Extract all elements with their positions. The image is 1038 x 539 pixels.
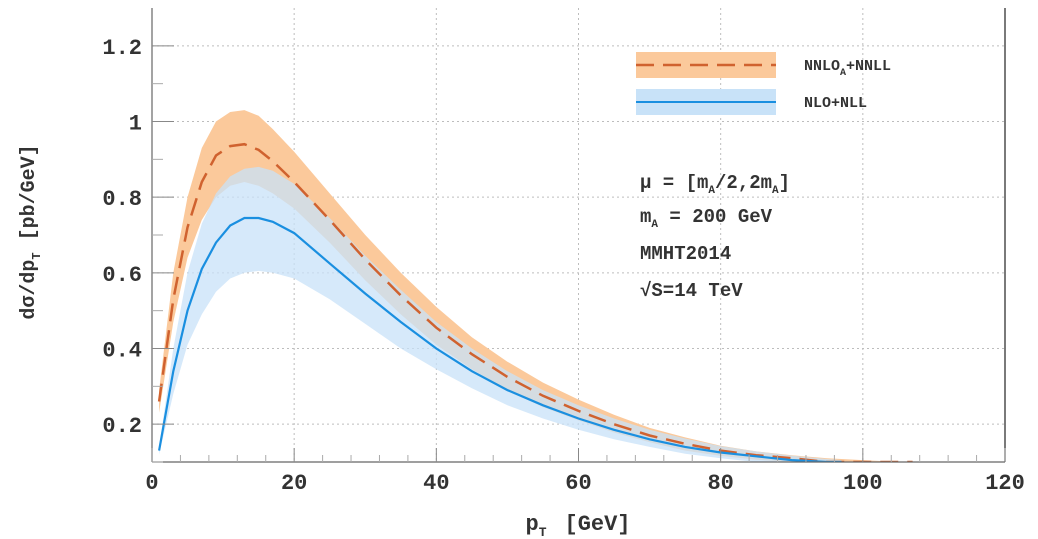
y-axis-label-sub: T: [30, 252, 44, 259]
annotation-energy: √S=14 TeV: [640, 280, 743, 302]
tick-labels: 0 20 40 60 80 100 120 0.2 0.4 0.6 0.8 1 1.2: [102, 36, 1024, 496]
band-nlo: [159, 166, 842, 462]
y-tick-label-0: 0.2: [102, 414, 142, 439]
y-tick-label-3: 0.8: [102, 187, 142, 212]
y-tick-label-5: 1.2: [102, 36, 142, 61]
x-tick-label-1: 20: [281, 471, 307, 496]
x-tick-label-6: 120: [985, 471, 1025, 496]
grid: [152, 8, 1005, 462]
legend-nlo-label: NLO+NLL: [804, 95, 867, 112]
x-axis-label-main: p: [525, 512, 538, 537]
y-tick-label-2: 0.6: [102, 263, 142, 288]
annotation-mu: μ = [mA/2,2mA]: [640, 172, 790, 197]
axis-ticks: [151, 45, 1006, 463]
x-tick-label-3: 60: [565, 471, 591, 496]
x-tick-label-5: 100: [843, 471, 883, 496]
line-nnlo: [157, 142, 913, 462]
x-tick-label-4: 80: [707, 471, 733, 496]
legend-nnlo-label: NNLOA+NNLL: [804, 58, 891, 79]
y-axis-label: dσ/dpT [pb/GeV]: [18, 144, 44, 319]
line-nlo: [158, 216, 842, 462]
annotations: μ = [mA/2,2mA] mA = 200 GeV MMHT2014 √S=…: [640, 172, 790, 302]
y-tick-label-4: 1: [129, 112, 142, 137]
series-lines: [157, 142, 913, 462]
x-axis-label: pT [GeV]: [525, 512, 630, 539]
y-tick-label-1: 0.4: [102, 339, 142, 364]
y-axis-label-main: dσ/dp: [18, 260, 41, 320]
y-axis-label-unit: [pb/GeV]: [18, 144, 41, 240]
x-tick-label-2: 40: [423, 471, 449, 496]
x-tick-label-0: 0: [145, 471, 158, 496]
x-axis-label-sub: T: [539, 525, 547, 539]
x-axis-label-unit: [GeV]: [565, 512, 631, 537]
annotation-pdf: MMHT2014: [640, 243, 731, 265]
annotation-mass: mA = 200 GeV: [640, 206, 773, 231]
legend: NNLOA+NNLL NLO+NLL: [636, 52, 891, 115]
